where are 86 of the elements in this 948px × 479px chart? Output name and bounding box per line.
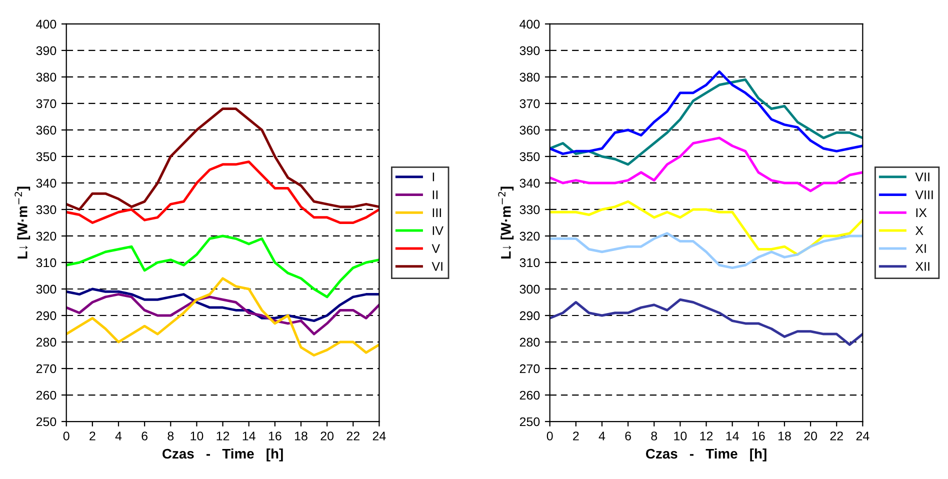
legend-label: VII <box>915 172 930 182</box>
x-tick-label: 10 <box>190 432 204 440</box>
y-tick-label: 250 <box>36 417 56 426</box>
y-tick-label: 290 <box>520 311 540 320</box>
x-tick-label: 4 <box>598 432 606 440</box>
y-axis-title: L↓ [W·m$^{−2}$] <box>498 186 514 259</box>
y-tick-label: 400 <box>520 20 540 29</box>
line-series <box>66 234 380 298</box>
line-series <box>66 277 380 357</box>
y-tick-label: 340 <box>520 178 540 188</box>
legend-label: I <box>432 172 434 182</box>
line-series <box>550 200 863 256</box>
x-tick-label: 24 <box>856 432 870 440</box>
y-tick-label: 330 <box>36 205 56 214</box>
line-series <box>550 232 863 270</box>
x-tick-label: 20 <box>804 432 818 440</box>
line-series <box>550 298 863 346</box>
x-tick-label: 18 <box>778 432 791 440</box>
legend-label: XI <box>915 244 926 253</box>
y-tick-label: 350 <box>520 152 540 162</box>
x-axis-title: Czas - Time [h] <box>646 448 766 462</box>
x-tick-label: 2 <box>90 432 96 440</box>
y-tick-label: 290 <box>36 311 56 320</box>
x-tick-label: 10 <box>674 432 687 440</box>
x-tick-label: 22 <box>830 432 843 440</box>
x-tick-label: 14 <box>242 432 256 440</box>
legend-label: X <box>915 226 924 235</box>
x-axis-title: Czas - Time [h] <box>162 448 283 462</box>
x-tick-label: 22 <box>346 432 360 440</box>
y-tick-label: 380 <box>36 72 56 82</box>
x-tick-label: 12 <box>700 432 713 440</box>
legend-label: II <box>432 190 438 200</box>
y-tick-label: 320 <box>36 232 56 241</box>
y-tick-label: 370 <box>520 99 540 108</box>
line-series <box>550 136 863 192</box>
y-tick-label: 380 <box>520 72 540 82</box>
y-tick-label: 390 <box>36 46 56 56</box>
x-tick-label: 0 <box>546 432 553 440</box>
legend-label: IX <box>916 208 927 218</box>
x-tick-label: 18 <box>294 432 308 440</box>
y-tick-label: 350 <box>36 152 56 162</box>
line-series <box>66 293 380 336</box>
line-series <box>66 288 380 322</box>
y-tick-label: 280 <box>36 338 56 347</box>
legend-label: III <box>432 208 441 218</box>
y-tick-label: 360 <box>520 126 540 135</box>
y-tick-label: 270 <box>520 364 540 374</box>
y-tick-label: 340 <box>36 178 56 188</box>
legend-label: IV <box>432 226 444 235</box>
y-tick-label: 330 <box>520 205 540 214</box>
x-tick-label: 6 <box>142 432 148 440</box>
x-tick-label: 24 <box>372 432 386 440</box>
y-tick-label: 320 <box>520 232 540 241</box>
line-series <box>550 78 863 166</box>
y-tick-label: 400 <box>36 20 56 29</box>
x-tick-label: 16 <box>268 432 282 440</box>
x-tick-label: 20 <box>320 432 334 440</box>
legend-label: VIII <box>915 190 933 200</box>
line-series <box>66 160 380 224</box>
y-tick-label: 260 <box>36 390 56 400</box>
y-tick-label: 270 <box>36 364 56 374</box>
y-tick-label: 390 <box>520 46 540 56</box>
y-tick-label: 260 <box>520 390 540 400</box>
y-tick-label: 310 <box>520 258 540 268</box>
legend-label: XII <box>915 262 930 271</box>
x-tick-label: 12 <box>216 432 230 440</box>
x-tick-label: 14 <box>726 432 739 440</box>
line-series <box>66 108 380 211</box>
x-tick-label: 0 <box>63 432 70 440</box>
y-tick-label: 360 <box>36 126 56 135</box>
y-tick-label: 370 <box>36 99 56 108</box>
x-tick-label: 8 <box>651 432 658 440</box>
line-series <box>550 70 863 156</box>
x-tick-label: 2 <box>573 432 579 440</box>
y-tick-label: 300 <box>36 284 56 294</box>
x-tick-label: 6 <box>625 432 631 440</box>
y-tick-label: 250 <box>520 417 540 426</box>
y-tick-label: 300 <box>520 284 540 294</box>
legend-label: V <box>432 244 440 253</box>
y-tick-label: 310 <box>36 258 56 268</box>
x-tick-label: 8 <box>168 432 174 440</box>
x-tick-label: 4 <box>115 432 122 440</box>
y-tick-label: 280 <box>520 338 540 347</box>
legend-label: VI <box>432 262 442 271</box>
x-tick-label: 16 <box>752 432 765 440</box>
y-axis-title: L↓ [W·m$^{−2}$] <box>14 186 30 259</box>
